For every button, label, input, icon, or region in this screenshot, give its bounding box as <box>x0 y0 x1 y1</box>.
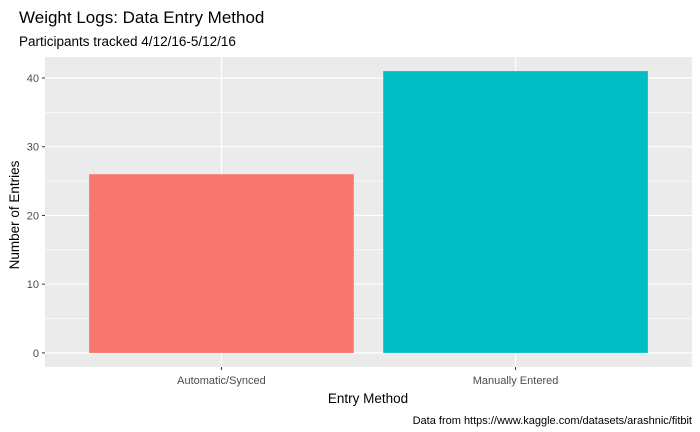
x-axis: Automatic/Synced Manually Entered <box>177 367 558 387</box>
y-axis: 0 10 20 30 40 <box>27 73 45 360</box>
x-tick-label: Manually Entered <box>473 375 559 387</box>
y-axis-title: Number of Entries <box>7 160 22 269</box>
y-tick-label: 10 <box>27 279 39 291</box>
bars <box>89 71 648 353</box>
x-tick-label: Automatic/Synced <box>177 375 266 387</box>
y-tick-label: 20 <box>27 210 39 222</box>
x-axis-title: Entry Method <box>328 391 408 406</box>
y-tick-label: 0 <box>33 348 39 360</box>
y-tick-label: 40 <box>27 73 39 85</box>
chart-caption: Data from https://www.kaggle.com/dataset… <box>413 415 692 427</box>
bar-manually-entered <box>383 71 648 353</box>
bar-automatic-synced <box>89 174 354 353</box>
chart-subtitle: Participants tracked 4/12/16-5/12/16 <box>19 34 236 49</box>
chart-title: Weight Logs: Data Entry Method <box>19 8 264 27</box>
y-tick-label: 30 <box>27 142 39 154</box>
